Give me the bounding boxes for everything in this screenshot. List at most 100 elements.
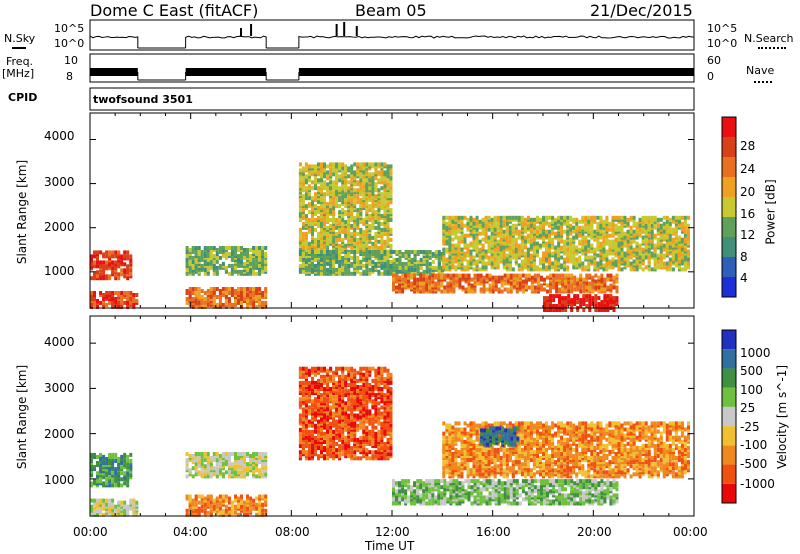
power-echo-cell: [356, 222, 360, 226]
velocity-echo-cell: [307, 370, 311, 375]
velocity-echo-cell: [304, 456, 308, 461]
power-echo-cell: [120, 254, 124, 259]
power-echo-cell: [532, 217, 536, 222]
velocity-echo-cell: [114, 459, 118, 463]
nave-dotted-key: [754, 81, 772, 83]
velocity-echo-cell: [93, 479, 96, 484]
power-echo-cell: [464, 277, 468, 282]
power-echo-cell: [185, 297, 189, 301]
power-echo-cell: [386, 192, 390, 197]
velocity-echo-cell: [307, 405, 311, 410]
power-echo-cell: [395, 265, 399, 270]
velocity-echo-cell: [105, 502, 109, 507]
power-echo-cell: [359, 162, 363, 167]
power-echo-cell: [503, 273, 507, 278]
velocity-echo-cell: [252, 452, 256, 456]
power-echo-cell: [395, 250, 399, 254]
power-echo-cell: [496, 227, 500, 232]
power-echo-cell: [668, 233, 672, 238]
power-echo-cell: [626, 221, 630, 226]
velocity-echo-cell: [200, 458, 204, 463]
power-echo-cell: [395, 273, 398, 278]
power-echo-cell: [677, 245, 681, 250]
power-echo-cell: [620, 247, 624, 252]
velocity-echo-cell: [209, 472, 213, 477]
power-echo-cell: [249, 299, 253, 303]
power-echo-cell: [599, 251, 603, 256]
velocity-echo-cell: [99, 498, 103, 503]
power-colorbar-swatch: [722, 137, 736, 157]
power-echo-cell: [422, 273, 426, 278]
power-colorbar-swatch: [722, 257, 736, 277]
power-echo-cell: [353, 194, 357, 199]
power-echo-cell: [491, 275, 495, 280]
velocity-echo-cell: [307, 409, 311, 414]
power-echo-cell: [605, 267, 609, 272]
power-echo-cell: [301, 222, 305, 226]
power-echo-cell: [320, 196, 323, 201]
power-echo-cell: [347, 263, 351, 268]
power-echo-cell: [428, 289, 432, 294]
power-echo-cell: [304, 192, 308, 197]
power-echo-cell: [298, 208, 302, 213]
power-echo-cell: [255, 252, 259, 256]
power-echo-cell: [551, 265, 555, 270]
power-echo-cell: [344, 210, 348, 215]
velocity-echo-cell: [307, 433, 311, 438]
velocity-echo-cell: [252, 502, 256, 507]
freq-label-2: [MHz]: [2, 67, 35, 80]
power-echo-cell: [503, 281, 507, 286]
power-echo-cell: [552, 294, 556, 299]
velocity-echo-cell: [261, 474, 265, 479]
power-echo-cell: [362, 218, 366, 222]
power-echo-cell: [246, 267, 249, 272]
velocity-echo-cell: [252, 458, 256, 463]
velocity-echo-cell: [311, 399, 314, 404]
velocity-echo-cell: [243, 500, 246, 505]
power-echo-cell: [307, 227, 311, 232]
power-echo-cell: [380, 186, 384, 191]
power-echo-cell: [644, 229, 648, 234]
velocity-echo-cell: [99, 457, 103, 461]
power-echo-cell: [569, 223, 573, 228]
velocity-echo-cell: [99, 508, 103, 513]
power-echo-cell: [548, 237, 551, 242]
power-echo-cell: [105, 254, 109, 259]
power-echo-cell: [656, 227, 660, 232]
power-echo-cell: [440, 289, 444, 294]
power-echo-cell: [99, 291, 103, 295]
velocity-echo-cell: [215, 474, 219, 479]
velocity-echo-cell: [215, 462, 219, 467]
power-echo-cell: [380, 196, 384, 201]
power-echo-cell: [347, 180, 351, 185]
power-echo-cell: [484, 265, 488, 270]
power-echo-cell: [511, 267, 515, 272]
power-echo-cell: [326, 164, 330, 169]
power-echo-cell: [635, 235, 639, 240]
velocity-echo-cell: [298, 370, 302, 375]
power-echo-cell: [93, 300, 96, 305]
power-echo-cell: [457, 223, 461, 228]
power-echo-cell: [588, 298, 592, 303]
velocity-echo-cell: [200, 508, 204, 513]
power-echo-cell: [255, 246, 259, 250]
power-echo-cell: [335, 218, 339, 222]
power-echo-cell: [644, 265, 648, 270]
velocity-echo-cell: [105, 508, 109, 513]
velocity-echo-cell: [246, 494, 249, 499]
power-echo-cell: [185, 271, 189, 276]
power-echo-cell: [557, 233, 561, 238]
power-echo-cell: [332, 259, 336, 264]
power-echo-cell: [548, 221, 551, 226]
power-echo-cell: [317, 186, 320, 191]
freq-band-edge: [185, 72, 267, 80]
power-echo-cell: [617, 225, 621, 230]
velocity-echo-cell: [218, 502, 222, 507]
power-echo-cell: [602, 231, 606, 236]
power-echo-cell: [533, 273, 537, 278]
power-echo-cell: [197, 252, 201, 256]
velocity-echo-cell: [243, 452, 246, 456]
power-echo-cell: [638, 217, 642, 222]
power-echo-cell: [490, 261, 494, 266]
power-echo-cell: [185, 289, 189, 293]
